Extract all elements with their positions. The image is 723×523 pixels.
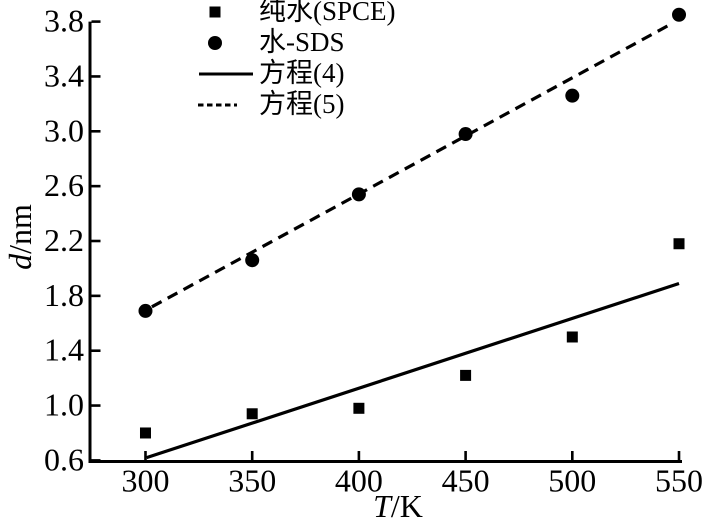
legend-circle-marker-icon <box>208 35 222 50</box>
data-point-circle <box>351 187 366 202</box>
data-point-square <box>353 402 365 414</box>
fit-line-dashed <box>151 22 672 309</box>
data-point-circle <box>138 303 153 318</box>
data-point-circle <box>672 7 687 22</box>
y-tick-label: 3.0 <box>44 112 84 148</box>
data-point-circle <box>245 253 260 268</box>
x-tick-label: 400 <box>335 463 383 499</box>
x-tick-label: 450 <box>442 463 490 499</box>
legend: 纯水(SPCE) 水-SDS 方程(4) 方程(5) <box>196 0 396 120</box>
y-tick-label: 1.0 <box>44 387 84 423</box>
x-tick-label: 350 <box>228 463 276 499</box>
legend-dashed-line-icon <box>198 103 237 106</box>
y-tick-label: 3.8 <box>44 3 84 39</box>
data-point-square <box>566 331 578 343</box>
y-tick-label: 3.4 <box>44 57 84 93</box>
legend-solid-line-icon <box>199 72 253 75</box>
data-point-square <box>246 408 258 420</box>
legend-item-equation-4: 方程(4) <box>196 58 396 89</box>
y-tick-label: 1.8 <box>44 277 84 313</box>
data-point-circle <box>565 88 580 103</box>
axis-spines <box>88 21 682 463</box>
data-point-circle <box>458 127 473 142</box>
legend-item-equation-5: 方程(5) <box>196 89 396 120</box>
fit-line-solid <box>146 281 680 460</box>
y-tick-label: 0.6 <box>44 441 84 477</box>
legend-square-marker-icon <box>209 6 221 17</box>
data-point-square <box>139 427 151 439</box>
legend-label-equation-4: 方程(4) <box>259 58 345 88</box>
x-tick-label: 500 <box>548 463 596 499</box>
legend-item-pure-water: 纯水(SPCE) <box>196 0 396 27</box>
legend-label-equation-5: 方程(5) <box>259 89 345 119</box>
legend-item-water-sds: 水-SDS <box>196 27 396 58</box>
x-axis-label: T/K <box>373 488 423 523</box>
x-tick-label: 550 <box>655 463 703 499</box>
data-point-square <box>673 238 685 250</box>
y-tick-label: 1.4 <box>44 332 84 368</box>
data-point-square <box>460 369 472 381</box>
x-tick-label: 300 <box>121 463 169 499</box>
y-tick-label: 2.6 <box>44 167 84 203</box>
legend-label-pure-water: 纯水(SPCE) <box>259 0 396 26</box>
y-tick-label: 2.2 <box>44 222 84 258</box>
y-axis-label: d/nm <box>2 204 38 270</box>
legend-label-water-sds: 水-SDS <box>259 27 345 57</box>
